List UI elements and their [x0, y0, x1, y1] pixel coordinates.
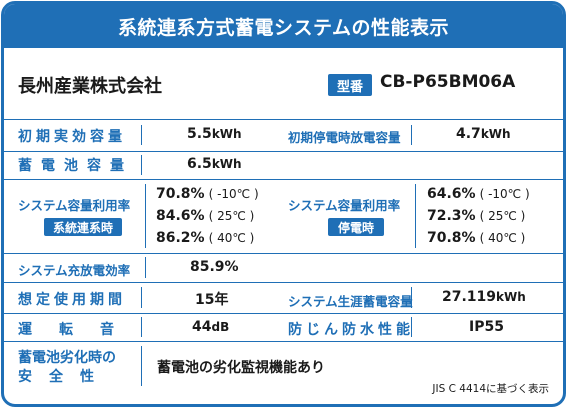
lifetime-energy-label: システム生涯蓄電容量	[288, 294, 413, 309]
divider	[4, 253, 563, 254]
utilization-outage-value-1: 64.6%( -10℃ )	[427, 186, 530, 202]
battery-capacity-value: 6.5kWh	[187, 156, 242, 172]
temp: ( -10℃ )	[479, 187, 530, 201]
safety-value: 蓄電池の劣化監視機能あり	[157, 360, 325, 376]
utilization-outage-value-3: 70.8%( 40℃ )	[427, 230, 525, 246]
page-title: 系統連系方式蓄電システムの性能表示	[4, 4, 563, 48]
divider	[4, 179, 563, 180]
noise-label: 運転音	[18, 322, 141, 338]
divider	[411, 125, 412, 145]
outage-capacity-unit: kWh	[480, 127, 511, 141]
temp: ( 25℃ )	[479, 209, 526, 223]
temp: ( -10℃ )	[208, 187, 259, 201]
divider	[141, 155, 142, 175]
utilization-outage-value-2: 72.3%( 25℃ )	[427, 208, 525, 224]
model-number: CB-P65BM06A	[380, 72, 516, 92]
footnote: JIS C 4414に基づく表示	[432, 383, 549, 395]
initial-capacity-number: 5.5	[187, 126, 212, 142]
temp: ( 25℃ )	[208, 209, 255, 223]
divider	[145, 257, 146, 278]
pct: 72.3%	[427, 208, 476, 224]
divider	[141, 125, 142, 145]
efficiency-value: 85.9%	[190, 259, 239, 275]
efficiency-label: システム充放電効率	[18, 263, 131, 278]
grid-connected-tag: 系統連系時	[44, 218, 122, 236]
outage-capacity-value: 4.7kWh	[456, 126, 511, 142]
divider	[415, 184, 416, 248]
divider	[4, 341, 563, 342]
battery-capacity-unit: kWh	[211, 157, 242, 171]
lifetime-energy-unit: kWh	[496, 290, 526, 304]
divider	[4, 313, 563, 314]
divider	[4, 282, 563, 283]
pct: 70.8%	[427, 230, 476, 246]
safety-label-line1: 蓄電池劣化時の	[18, 350, 116, 366]
utilization-grid-label: システム容量利用率	[18, 198, 131, 213]
pct: 86.2%	[156, 230, 205, 246]
lifetime-energy-number: 27.119	[442, 289, 497, 305]
initial-capacity-unit: kWh	[211, 127, 242, 141]
lifetime-energy-value: 27.119kWh	[442, 289, 526, 305]
protection-value: IP55	[469, 319, 504, 335]
temp: ( 40℃ )	[479, 231, 526, 245]
outage-capacity-label: 初期停電時放電容量	[288, 130, 401, 145]
lifetime-label: 想定使用期間	[18, 292, 126, 308]
divider	[4, 119, 563, 120]
battery-capacity-number: 6.5	[187, 156, 212, 172]
initial-capacity-label: 初期実効容量	[18, 129, 126, 145]
utilization-grid-value-3: 86.2%( 40℃ )	[156, 230, 254, 246]
noise-value: 44dB	[192, 319, 229, 335]
divider	[141, 346, 142, 386]
initial-capacity-value: 5.5kWh	[187, 126, 242, 142]
divider	[411, 317, 412, 337]
pct: 84.6%	[156, 208, 205, 224]
divider	[141, 287, 142, 308]
protection-label: 防じん防水性能	[288, 322, 414, 338]
outage-tag: 停電時	[328, 218, 384, 236]
utilization-outage-label: システム容量利用率	[288, 198, 401, 213]
utilization-grid-value-1: 70.8%( -10℃ )	[156, 186, 259, 202]
safety-label-line2: 安全性	[18, 369, 111, 385]
utilization-grid-value-2: 84.6%( 25℃ )	[156, 208, 254, 224]
divider	[4, 151, 563, 152]
divider	[411, 287, 412, 308]
divider	[145, 184, 146, 248]
company-name: 長州産業株式会社	[18, 76, 162, 97]
pct: 64.6%	[427, 186, 476, 202]
temp: ( 40℃ )	[208, 231, 255, 245]
divider	[141, 317, 142, 337]
battery-capacity-label: 蓄電池容量	[18, 158, 133, 174]
noise-unit: dB	[211, 320, 230, 334]
model-badge: 型番	[328, 74, 372, 96]
noise-number: 44	[192, 319, 212, 335]
pct: 70.8%	[156, 186, 205, 202]
lifetime-value: 15年	[195, 292, 229, 308]
outage-capacity-number: 4.7	[456, 126, 481, 142]
